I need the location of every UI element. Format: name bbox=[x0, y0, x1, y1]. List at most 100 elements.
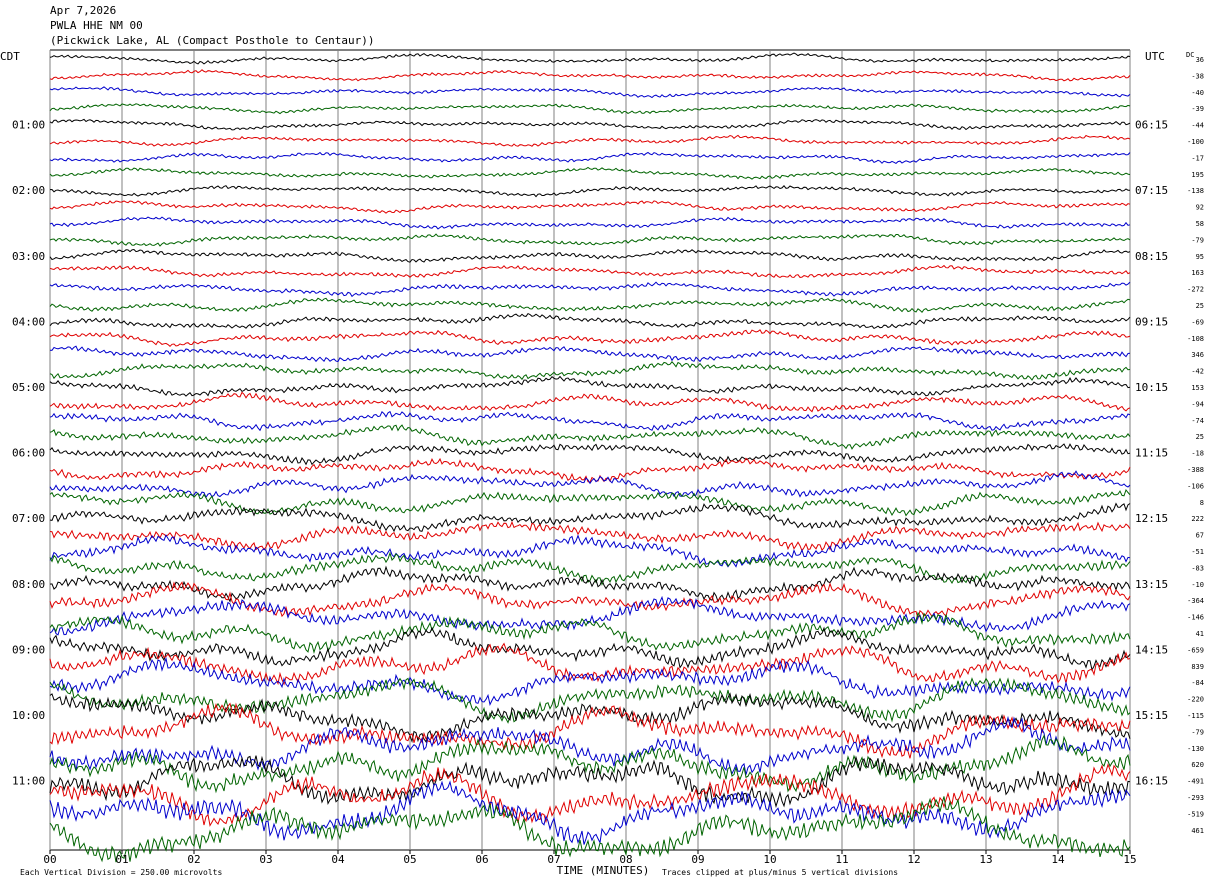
dc-offset-label: -17 bbox=[1191, 154, 1204, 162]
dc-offset-label: -106 bbox=[1187, 482, 1204, 490]
x-tick-label: 15 bbox=[1123, 853, 1136, 866]
trace-line bbox=[49, 470, 1131, 499]
dc-offset-label: 92 bbox=[1196, 204, 1204, 212]
x-tick-label: 09 bbox=[691, 853, 704, 866]
trace-line bbox=[49, 642, 1131, 686]
dc-offset-label: 346 bbox=[1191, 351, 1204, 359]
hour-label-utc: 15:15 bbox=[1135, 709, 1168, 722]
trace-line bbox=[49, 361, 1131, 381]
dc-offset-label: -18 bbox=[1191, 450, 1204, 458]
hour-label-utc: 10:15 bbox=[1135, 381, 1168, 394]
hour-label-utc: 11:15 bbox=[1135, 447, 1168, 460]
x-tick-label: 06 bbox=[475, 853, 488, 866]
dc-offset-label: -272 bbox=[1187, 286, 1204, 294]
x-tick-label: 07 bbox=[547, 853, 560, 866]
dc-offset-label: 67 bbox=[1196, 532, 1204, 540]
dc-offset-label: -659 bbox=[1187, 646, 1204, 654]
trace-line bbox=[49, 410, 1131, 432]
hour-label-cdt: 08:00 bbox=[12, 578, 45, 591]
trace-line bbox=[49, 312, 1131, 330]
trace-line bbox=[49, 248, 1131, 263]
x-tick-label: 10 bbox=[763, 853, 776, 866]
dc-offset-label: -69 bbox=[1191, 318, 1204, 326]
hour-label-cdt: 04:00 bbox=[12, 315, 45, 328]
dc-offset-label: -39 bbox=[1191, 105, 1204, 113]
trace-line bbox=[49, 581, 1131, 621]
trace-line bbox=[49, 626, 1131, 672]
dc-offset-label: -42 bbox=[1191, 368, 1204, 376]
hour-label-cdt: 05:00 bbox=[12, 381, 45, 394]
dc-offset-label: -100 bbox=[1187, 138, 1204, 146]
dc-offset-label: -108 bbox=[1187, 335, 1204, 343]
trace-line bbox=[49, 424, 1131, 450]
hour-label-utc: 13:15 bbox=[1135, 578, 1168, 591]
x-tick-label: 14 bbox=[1051, 853, 1065, 866]
hour-label-utc: 16:15 bbox=[1135, 775, 1168, 788]
dc-offset-label: -38 bbox=[1191, 72, 1204, 80]
trace-line bbox=[49, 488, 1131, 517]
x-tick-label: 11 bbox=[835, 853, 848, 866]
trace-line bbox=[49, 677, 1131, 724]
trace-line bbox=[49, 151, 1131, 165]
trace-line bbox=[49, 443, 1131, 466]
trace-line bbox=[49, 345, 1131, 363]
trace-line bbox=[49, 86, 1131, 99]
dc-offset-label: 25 bbox=[1196, 302, 1204, 310]
trace-line bbox=[49, 565, 1131, 603]
trace-line bbox=[49, 780, 1131, 845]
dc-offset-label: -74 bbox=[1191, 417, 1204, 425]
hour-label-cdt: 02:00 bbox=[12, 184, 45, 197]
trace-line bbox=[49, 233, 1131, 247]
x-tick-label: 05 bbox=[403, 853, 416, 866]
trace-line bbox=[49, 734, 1131, 794]
dc-offset-label: -84 bbox=[1191, 679, 1204, 687]
trace-line bbox=[49, 118, 1131, 131]
axis-labels: 00 01 02 03 04 05 06 07 08 09 10 11 12 13 14 15 36 -38 -40… bbox=[0, 50, 1204, 877]
dc-offset-label: 620 bbox=[1191, 761, 1204, 769]
dc-offset-label: -519 bbox=[1187, 810, 1204, 818]
hour-label-cdt: 06:00 bbox=[12, 447, 45, 460]
trace-line bbox=[49, 264, 1131, 278]
x-tick-label: 08 bbox=[619, 853, 632, 866]
dc-offset-label: -130 bbox=[1187, 745, 1204, 753]
dc-column-label: DC bbox=[1186, 51, 1194, 59]
x-tick-label: 12 bbox=[907, 853, 920, 866]
dc-offset-label: -51 bbox=[1191, 548, 1204, 556]
x-tick-label: 03 bbox=[259, 853, 272, 866]
trace-line bbox=[49, 656, 1131, 707]
trace-line bbox=[49, 715, 1131, 775]
trace-line bbox=[49, 391, 1131, 413]
dc-offset-label: 839 bbox=[1191, 663, 1204, 671]
dc-offset-label: -115 bbox=[1187, 712, 1204, 720]
station-location: (Pickwick Lake, AL (Compact Posthole to … bbox=[50, 34, 375, 47]
trace-line bbox=[49, 185, 1130, 198]
seismic-traces bbox=[49, 52, 1131, 863]
dc-offset-label: -293 bbox=[1187, 794, 1204, 802]
cdt-axis-label: CDT bbox=[0, 50, 20, 63]
trace-line bbox=[49, 329, 1131, 347]
trace-line bbox=[49, 166, 1131, 180]
clipping-note: Traces clipped at plus/minus 5 vertical … bbox=[662, 868, 898, 877]
dc-offset-label: 25 bbox=[1196, 433, 1204, 441]
hour-label-utc: 07:15 bbox=[1135, 184, 1168, 197]
dc-offset-label: -146 bbox=[1187, 614, 1204, 622]
hour-label-cdt: 01:00 bbox=[12, 119, 45, 132]
trace-line bbox=[49, 534, 1131, 568]
dc-offset-label: 163 bbox=[1191, 269, 1204, 277]
trace-line bbox=[49, 69, 1131, 82]
dc-offset-label: -40 bbox=[1191, 89, 1204, 97]
trace-line bbox=[49, 103, 1131, 115]
trace-line bbox=[49, 134, 1131, 147]
hour-label-cdt: 03:00 bbox=[12, 250, 45, 263]
trace-line bbox=[49, 755, 1131, 809]
dc-offset-label: 58 bbox=[1196, 220, 1204, 228]
dc-offset-label: 461 bbox=[1191, 827, 1204, 835]
hour-label-cdt: 11:00 bbox=[12, 775, 45, 788]
dc-offset-label: 36 bbox=[1196, 56, 1204, 64]
hour-label-cdt: 10:00 bbox=[12, 709, 45, 722]
dc-offset-label: -491 bbox=[1187, 778, 1204, 786]
dc-offset-label: 8 bbox=[1200, 499, 1204, 507]
dc-offset-label: 41 bbox=[1196, 630, 1204, 638]
utc-axis-label: UTC bbox=[1145, 50, 1165, 63]
